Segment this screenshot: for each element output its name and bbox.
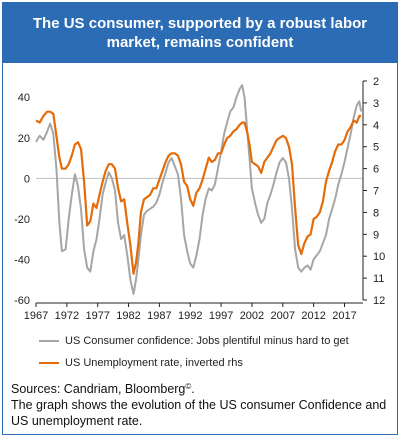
y-right-tick-label: 2 <box>373 76 379 88</box>
y-right-tick-label: 8 <box>373 207 379 219</box>
y-left-tick-label: 0 <box>24 173 30 185</box>
legend-label-confidence: US Consumer confidence: Jobs plentiful m… <box>65 335 349 347</box>
sources-end: . <box>191 382 195 396</box>
y-right-tick-label: 9 <box>373 229 379 241</box>
x-tick-label: 2002 <box>240 310 264 322</box>
sources-line: Sources: Candriam, Bloomberg©. <box>11 381 395 397</box>
x-tick-label: 1992 <box>178 310 202 322</box>
y-right-tick-label: 6 <box>373 164 379 176</box>
y-left-tick-label: -60 <box>14 295 30 307</box>
y-right-tick-label: 12 <box>373 295 385 307</box>
x-tick-label: 1987 <box>147 310 171 322</box>
chart-panel: The US consumer, supported by a robust l… <box>2 2 398 435</box>
chart-description: The graph shows the evolution of the US … <box>11 398 387 428</box>
chart-header: The US consumer, supported by a robust l… <box>3 3 397 63</box>
x-tick-label: 1982 <box>116 310 140 322</box>
legend-item-confidence: US Consumer confidence: Jobs plentiful m… <box>39 335 349 347</box>
unemployment-series-line <box>35 110 362 275</box>
y-right-tick-label: 11 <box>373 273 384 285</box>
y-right-tick-label: 4 <box>373 120 379 132</box>
x-tick-label: 1977 <box>85 310 109 322</box>
chart-title: The US consumer, supported by a robust l… <box>32 15 368 51</box>
x-tick-label: 2017 <box>332 310 356 322</box>
copyright-mark: © <box>185 382 192 391</box>
y-left-tick-label: 20 <box>18 133 30 145</box>
y-left-tick-label: 40 <box>18 92 30 104</box>
y-right-tick-label: 5 <box>373 142 379 154</box>
chart-plot: 40 20 0 -20 -40 -60 2 3 4 5 6 7 8 9 10 11 12 1967 1972 1977… <box>14 76 385 322</box>
x-tick-label: 1967 <box>24 310 48 322</box>
y-left-tick-label: -20 <box>14 214 30 226</box>
legend-label-unemployment: US Unemployment rate, inverted rhs <box>65 357 243 369</box>
legend-swatch-confidence <box>39 340 59 342</box>
y-left-tick-label: -40 <box>14 254 30 266</box>
y-right-tick-label: 10 <box>373 251 385 263</box>
legend-swatch-unemployment <box>39 362 59 364</box>
sources-text: Sources: Candriam, Bloomberg <box>11 382 186 396</box>
x-tick-label: 1997 <box>209 310 233 322</box>
x-tick-label: 2007 <box>271 310 295 322</box>
chart-footer: Sources: Candriam, Bloomberg©. The graph… <box>11 381 395 429</box>
x-tick-label: 2012 <box>301 310 325 322</box>
y-right-tick-label: 3 <box>373 98 379 110</box>
x-tick-label: 1972 <box>55 310 79 322</box>
confidence-series-line <box>35 84 363 295</box>
legend-item-unemployment: US Unemployment rate, inverted rhs <box>39 357 243 369</box>
y-right-tick-label: 7 <box>373 186 379 198</box>
